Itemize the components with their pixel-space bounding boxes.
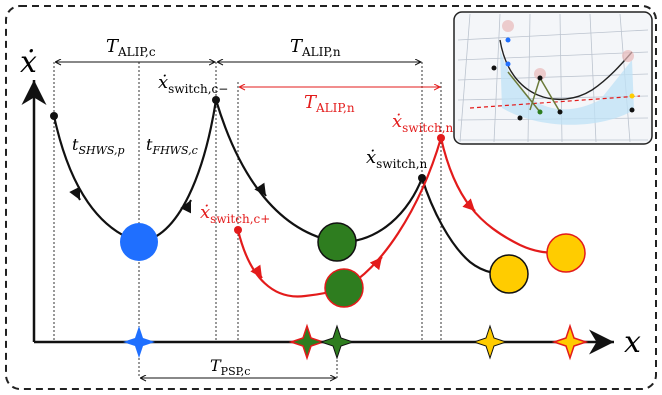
reference-dotted-lines	[53, 62, 442, 378]
yellow-com-circle-red	[546, 233, 586, 273]
y-axis-label: ẋ	[20, 45, 37, 80]
switch-n-red-dot	[437, 134, 445, 142]
label-xdot-switch-c-minus: ẋswitch,c−	[158, 72, 228, 96]
arrow-red-2	[369, 256, 383, 271]
robot-walking-3d-render-icon	[453, 11, 653, 145]
label-xdot-switch-n-red: ẋswitch,n	[392, 111, 454, 135]
switch-c-plus-dot	[234, 226, 242, 234]
outer-dashed-frame	[5, 5, 657, 390]
label-t-alip-n-black: TALIP,n	[290, 36, 341, 59]
label-t-alip-c: TALIP,c	[106, 36, 156, 59]
yellow-com-circle-black	[489, 254, 529, 294]
arrow-black-3	[254, 182, 267, 197]
yellow-star-marker	[472, 324, 508, 360]
label-t-alip-n-red: TALIP,n	[304, 92, 355, 115]
arrow-black-2	[180, 199, 192, 214]
red-green-star-marker	[288, 323, 326, 361]
red-trajectory	[236, 133, 566, 298]
switch-c-minus-dot	[212, 96, 220, 104]
switch-n-black-dot	[418, 174, 426, 182]
arrow-red-3	[462, 198, 476, 212]
arrow-red-1	[250, 264, 263, 279]
label-t-fhws-c: tFHWS,c	[146, 135, 198, 157]
yellow-red-star-marker	[551, 323, 589, 361]
x-axis-label: x	[624, 325, 641, 360]
blue-star-marker	[123, 326, 155, 358]
label-t-psp-c: TPSP,c	[210, 356, 250, 378]
green-star-marker	[319, 324, 355, 360]
arrow-black-1	[69, 186, 81, 201]
green-com-circle-red	[324, 268, 364, 308]
green-com-circle-black	[317, 222, 357, 262]
label-t-shws-p: tSHWS,p	[72, 135, 125, 157]
label-xdot-switch-c-plus: ẋswitch,c+	[200, 202, 270, 226]
label-xdot-switch-n-black: ẋswitch,n	[366, 147, 428, 171]
blue-com-circle	[120, 223, 158, 261]
start-point-dot	[50, 112, 58, 120]
